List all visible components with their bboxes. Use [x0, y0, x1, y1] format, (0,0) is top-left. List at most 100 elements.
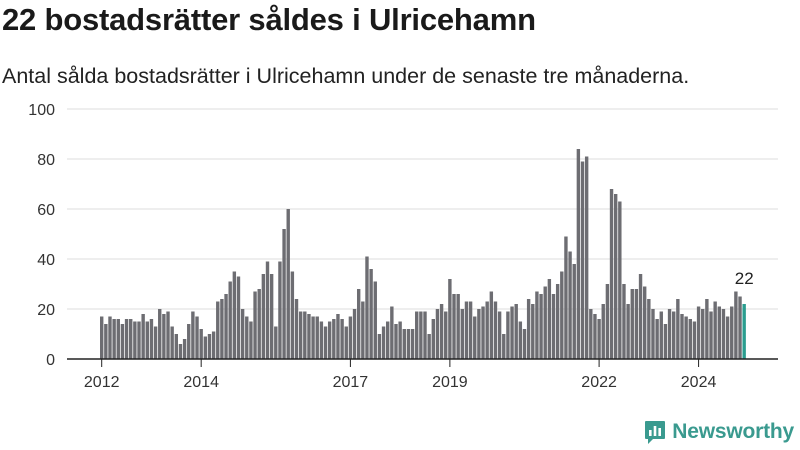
- bar: [245, 316, 249, 359]
- bar: [630, 289, 634, 359]
- bar: [456, 294, 460, 359]
- bar: [216, 301, 220, 359]
- bar: [236, 276, 241, 359]
- bar: [307, 314, 311, 359]
- y-tick-label: 40: [37, 252, 55, 269]
- bar: [303, 311, 307, 359]
- bar: [593, 314, 597, 359]
- y-tick-label: 60: [37, 202, 55, 219]
- bar: [319, 321, 324, 359]
- bar: [178, 344, 183, 359]
- bar: [162, 314, 166, 359]
- bar: [207, 334, 212, 359]
- bar: [129, 319, 133, 359]
- bar: [124, 319, 129, 359]
- bar: [398, 321, 402, 359]
- bar: [232, 271, 237, 359]
- bar: [423, 311, 427, 359]
- bar: [166, 311, 170, 359]
- bar: [464, 301, 469, 359]
- bar: [651, 309, 655, 359]
- bar: [340, 319, 344, 359]
- bar: [605, 284, 610, 359]
- bar: [415, 311, 419, 359]
- x-tick-label: 2024: [681, 374, 717, 391]
- bar: [506, 311, 510, 359]
- bar: [576, 149, 581, 359]
- bar: [311, 316, 315, 359]
- bar: [352, 309, 357, 359]
- bar: [344, 326, 348, 359]
- last-value-label: 22: [735, 269, 754, 288]
- bar: [104, 324, 108, 359]
- bar: [427, 334, 431, 359]
- bar: [526, 299, 531, 359]
- bar: [618, 201, 622, 359]
- newsworthy-brand: Newsworthy: [644, 419, 794, 445]
- bar: [680, 314, 684, 359]
- bar: [481, 306, 485, 359]
- bar: [626, 304, 630, 359]
- bar: [228, 281, 232, 359]
- bar: [294, 299, 299, 359]
- bar: [386, 321, 390, 359]
- bar: [187, 324, 191, 359]
- bar: [435, 309, 440, 359]
- bar: [452, 294, 456, 359]
- y-tick-label: 20: [37, 302, 55, 319]
- bar: [112, 319, 116, 359]
- bar: [663, 324, 668, 359]
- bar: [199, 329, 203, 359]
- bar: [688, 319, 692, 359]
- bar: [365, 256, 369, 359]
- bar: [597, 319, 601, 359]
- x-axis-ticks: 2012 2014 2017 2019 2022 2024: [84, 359, 717, 391]
- x-tick-label: 2012: [84, 374, 120, 391]
- bar: [634, 289, 639, 359]
- y-tick-label: 100: [28, 102, 55, 119]
- bar: [373, 281, 377, 359]
- bar: [638, 274, 643, 359]
- bar: [659, 311, 663, 359]
- bar: [431, 319, 435, 359]
- bar: [555, 284, 560, 359]
- bar: [493, 301, 498, 359]
- bar: [613, 194, 618, 359]
- bar: [676, 299, 680, 359]
- bar: [589, 309, 593, 359]
- bar: [278, 261, 282, 359]
- bar: [692, 321, 697, 359]
- y-axis-labels: 0 20 40 60 80 100: [28, 102, 55, 369]
- bar: [402, 329, 406, 359]
- bar: [667, 309, 672, 359]
- bar: [174, 334, 179, 359]
- bar: [730, 306, 734, 359]
- bar: [261, 274, 266, 359]
- newsworthy-logo-icon: [645, 421, 666, 444]
- bar: [265, 261, 270, 359]
- bar: [257, 289, 261, 359]
- bar: [224, 294, 228, 359]
- x-tick-label: 2014: [183, 374, 219, 391]
- bar: [572, 264, 576, 359]
- bars: [100, 149, 746, 359]
- y-tick-label: 0: [46, 352, 55, 369]
- bar: [369, 269, 373, 359]
- bar: [535, 291, 539, 359]
- bar: [120, 324, 125, 359]
- bar: [584, 156, 589, 359]
- bar: [564, 236, 568, 359]
- bar: [580, 161, 585, 359]
- bar: [298, 311, 303, 359]
- bar: [510, 306, 514, 359]
- bar: [286, 209, 290, 359]
- bar: [725, 316, 730, 359]
- bar: [717, 306, 721, 359]
- bar: [709, 311, 713, 359]
- bar: [141, 314, 145, 359]
- bar: [647, 299, 651, 359]
- bar: [327, 321, 332, 359]
- bar: [108, 316, 112, 359]
- bar: [514, 304, 518, 359]
